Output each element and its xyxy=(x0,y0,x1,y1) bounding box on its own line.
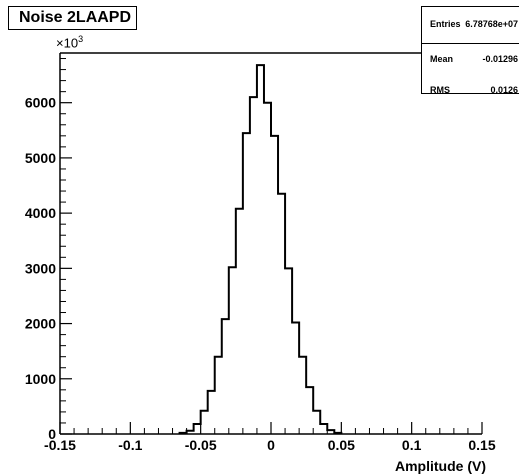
stats-mean-label: Mean xyxy=(430,54,454,64)
y-tick-label: 0 xyxy=(48,426,56,442)
stats-entries-value: 6.78768e+07 xyxy=(465,19,518,29)
y-ticks-group: 0 1000 2000 3000 4000 5000 6000 xyxy=(25,58,72,442)
y-tick-label: 2000 xyxy=(25,316,56,332)
stats-box: Entries 6.78768e+07 Mean -0.01296 RMS 0.… xyxy=(421,6,519,95)
x-tick-label: -0.15 xyxy=(44,437,76,453)
chart-title-text: Noise 2LAAPD xyxy=(19,9,132,26)
y-tick-label: 5000 xyxy=(25,150,56,166)
stats-rms-value: 0.0126 xyxy=(490,85,518,95)
stats-row-mean: Mean -0.01296 xyxy=(422,54,519,68)
x-tick-label: 0.05 xyxy=(328,437,355,453)
x-tick-label: 0.15 xyxy=(468,437,495,453)
histogram-outline xyxy=(178,64,343,434)
y-tick-label: 4000 xyxy=(25,205,56,221)
x-tick-label: 0 xyxy=(267,437,275,453)
stats-row-entries: Entries 6.78768e+07 xyxy=(422,19,519,33)
y-tick-label: 3000 xyxy=(25,260,56,276)
stats-mean-value: -0.01296 xyxy=(482,54,518,64)
x-tick-label: -0.05 xyxy=(185,437,217,453)
y-tick-label: 6000 xyxy=(25,95,56,111)
x-axis-label: Amplitude (V) xyxy=(395,458,486,474)
y-exponent-power: 3 xyxy=(78,34,84,44)
x-tick-label: 0.1 xyxy=(402,437,422,453)
stats-rms-label: RMS xyxy=(430,85,450,95)
x-tick-label: -0.1 xyxy=(118,437,142,453)
y-axis-exponent: ×103 xyxy=(56,34,83,50)
stats-entries-label: Entries xyxy=(430,19,461,29)
stats-row-rms: RMS 0.0126 xyxy=(422,85,519,99)
y-tick-label: 1000 xyxy=(25,371,56,387)
chart-title: Noise 2LAAPD xyxy=(8,6,137,30)
stats-separator xyxy=(422,43,519,44)
y-exponent-base: ×10 xyxy=(56,35,79,51)
x-ticks-group: -0.15 -0.1 -0.05 0 0.05 0.1 0.15 xyxy=(44,422,496,453)
